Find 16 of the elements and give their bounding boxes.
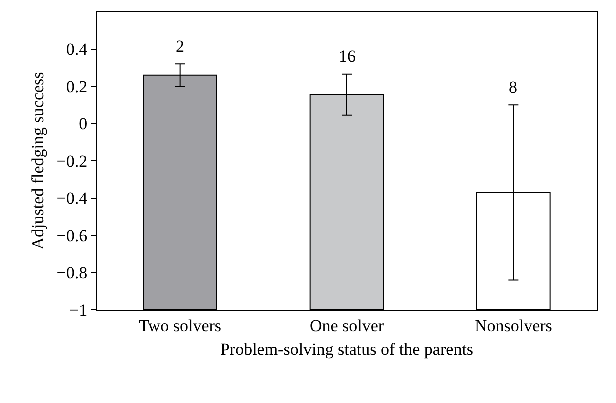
y-tick-label: 0.4: [66, 40, 88, 60]
y-tick-label: 0.2: [66, 77, 88, 96]
annotation: 2: [176, 37, 184, 56]
annotation: 8: [509, 78, 518, 97]
y-tick-label: −1: [70, 300, 88, 320]
y-tick-label: −0.6: [56, 226, 88, 246]
y-axis-title: Adjusted fledging success: [28, 72, 48, 250]
y-tick-label: 0: [79, 114, 88, 134]
x-tick-label: One solver: [310, 316, 384, 336]
y-tick-label: −0.8: [56, 264, 88, 283]
annotation: 16: [339, 47, 356, 66]
x-tick-label: Two solvers: [139, 316, 222, 336]
x-axis-title: Problem-solving status of the parents: [220, 340, 474, 359]
y-tick-label: −0.2: [56, 152, 88, 171]
x-tick-label: Nonsolvers: [474, 316, 552, 336]
y-tick-label: −0.4: [56, 189, 88, 208]
